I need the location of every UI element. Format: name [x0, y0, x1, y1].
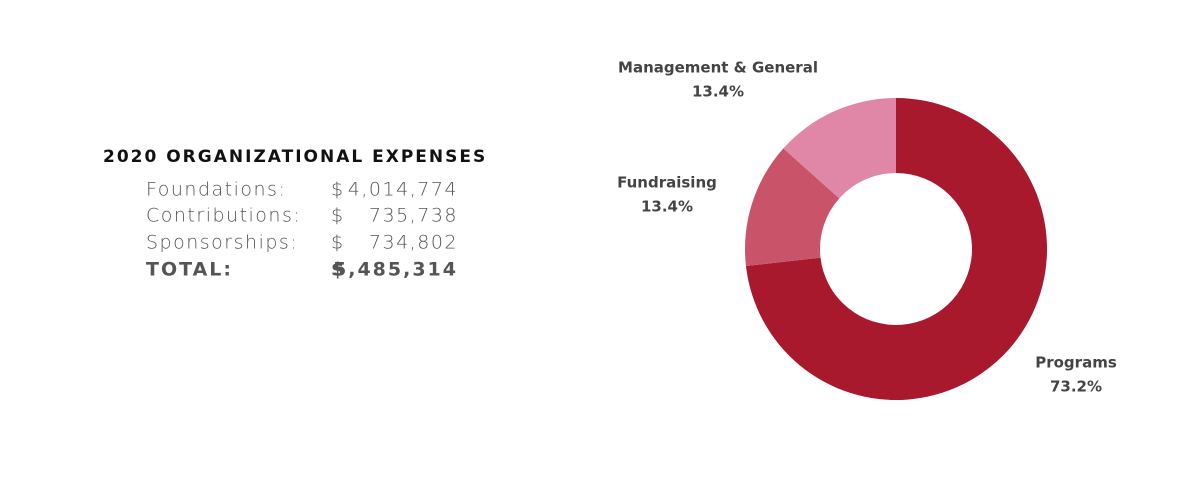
slice-label: Programs [1035, 354, 1117, 372]
expense-label: Contributions: [146, 205, 301, 227]
expense-label: Foundations: [146, 179, 286, 201]
expense-currency: $ [331, 179, 345, 201]
donut-chart: Programs 73.2% Fundraising 13.4% Management … [617, 59, 1117, 400]
expense-amount: 734,802 [369, 232, 458, 254]
expense-label: Sponsorships: [146, 232, 298, 254]
donut-slice [745, 98, 1047, 400]
slice-label: Fundraising [617, 174, 717, 192]
expenses-table: Foundations: $4,014,774 Contributions: $735… [146, 179, 458, 281]
expense-currency: $ [331, 232, 345, 254]
slice-value-label: 73.2% [1050, 378, 1102, 396]
slice-label: Management & General [618, 59, 818, 77]
donut-slice [745, 148, 840, 267]
donut-slice [783, 98, 896, 199]
expense-amount: 4,014,774 [348, 179, 458, 201]
expense-amount: 735,738 [369, 205, 458, 227]
slice-value-label: 13.4% [641, 198, 693, 216]
slice-value-label: 13.4% [692, 83, 744, 101]
expense-currency: $ [331, 205, 345, 227]
expenses-title: 2020 ORGANIZATIONAL EXPENSES [103, 147, 487, 167]
expense-currency: $ [331, 259, 346, 281]
expense-amount: 5,485,314 [333, 259, 458, 281]
expense-label: TOTAL: [146, 259, 233, 281]
